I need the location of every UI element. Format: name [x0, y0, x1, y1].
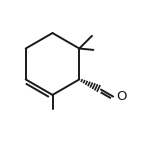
Text: O: O — [117, 90, 127, 103]
